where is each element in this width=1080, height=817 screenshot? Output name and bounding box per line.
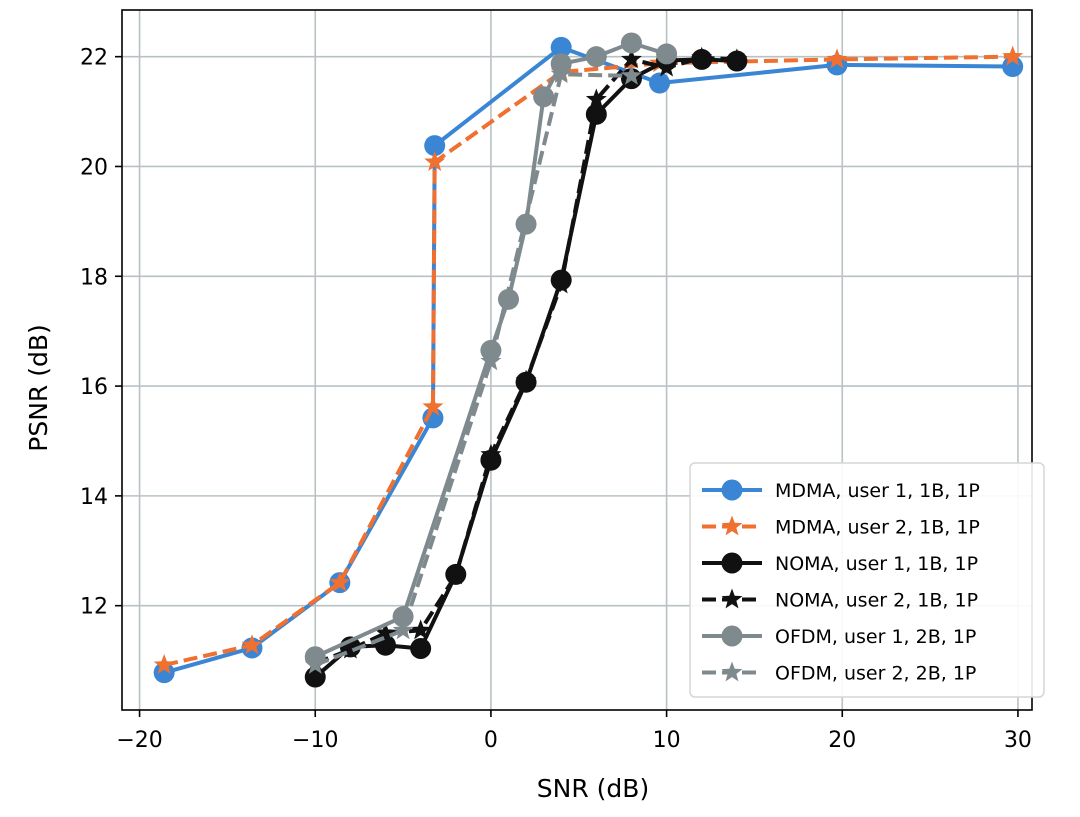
- data-point: [329, 571, 351, 592]
- x-tick-label: 0: [484, 728, 498, 753]
- data-point: [649, 72, 671, 94]
- legend-item: OFDM, user 1, 2B, 1P: [702, 625, 976, 648]
- data-point: [726, 48, 748, 69]
- legend-item: MDMA, user 1, 1B, 1P: [702, 479, 980, 502]
- data-point: [515, 213, 537, 235]
- data-point: [424, 135, 446, 157]
- y-tick-label: 22: [80, 46, 108, 71]
- series-4: [304, 46, 748, 673]
- axis-ticks: −20 −10 0 10 20 30 12 14 16 18 20 22: [80, 46, 1032, 753]
- data-point: [585, 103, 607, 125]
- series-line: [314, 72, 632, 667]
- series-line: [313, 57, 737, 679]
- series-5: [304, 32, 678, 668]
- y-tick-label: 16: [80, 375, 108, 400]
- data-point: [304, 653, 326, 674]
- data-point: [497, 288, 519, 310]
- data-point: [656, 56, 678, 77]
- data-point: [410, 638, 432, 660]
- legend-item: OFDM, user 2, 2B, 1P: [702, 661, 976, 685]
- legend: MDMA, user 1, 1B, 1P MDMA, user 2, 1B, 1P…: [689, 462, 1045, 698]
- x-tick-label: 30: [1004, 728, 1032, 753]
- legend-marker: [721, 479, 743, 501]
- y-tick-label: 20: [80, 155, 108, 180]
- x-tick-label: −20: [116, 728, 162, 753]
- data-point: [241, 634, 263, 655]
- x-tick-label: 10: [653, 728, 681, 753]
- y-axis-label: PSNR (dB): [24, 324, 53, 452]
- data-point: [445, 564, 467, 585]
- legend-marker: [721, 625, 743, 647]
- data-point: [550, 36, 572, 58]
- data-point: [304, 666, 326, 688]
- legend-marker: [721, 661, 743, 682]
- legend-label: OFDM, user 2, 2B, 1P: [775, 663, 976, 685]
- data-point: [410, 619, 432, 640]
- series-6: [304, 63, 642, 674]
- data-point: [153, 662, 175, 684]
- legend-marker: [721, 588, 743, 609]
- data-point: [1002, 45, 1024, 66]
- data-point: [533, 86, 555, 108]
- legend-item: NOMA, user 2, 1B, 1P: [702, 588, 978, 612]
- data-point: [550, 273, 572, 294]
- data-point: [422, 395, 444, 416]
- data-point: [392, 619, 414, 640]
- legend-label: OFDM, user 1, 2B, 1P: [775, 626, 976, 648]
- data-point: [585, 88, 607, 109]
- data-point: [480, 443, 502, 464]
- data-point: [826, 48, 848, 69]
- legend-label: MDMA, user 2, 1B, 1P: [775, 517, 980, 539]
- data-point: [339, 638, 361, 659]
- data-point: [375, 622, 396, 643]
- grid: [122, 10, 1032, 710]
- data-point: [691, 46, 713, 67]
- legend-label: NOMA, user 2, 1B, 1P: [775, 590, 978, 612]
- series-3: [304, 48, 748, 688]
- data-point: [392, 606, 414, 628]
- data-point: [550, 63, 572, 84]
- legend-item: MDMA, user 2, 1B, 1P: [702, 515, 980, 539]
- y-tick-label: 18: [80, 265, 108, 290]
- legend-label: MDMA, user 1, 1B, 1P: [775, 480, 980, 502]
- data-point: [424, 151, 446, 171]
- data-point: [480, 350, 502, 371]
- y-tick-label: 12: [80, 595, 108, 620]
- x-tick-label: 20: [828, 728, 856, 753]
- series-layer: [153, 32, 1024, 688]
- y-tick-label: 14: [80, 485, 108, 510]
- series-line: [314, 40, 668, 659]
- legend-box: [689, 462, 1045, 698]
- legend-marker: [721, 515, 743, 536]
- data-point: [621, 48, 642, 69]
- data-point: [621, 64, 642, 85]
- plot-frame: [121, 9, 1033, 711]
- data-point: [656, 43, 678, 65]
- data-point: [585, 46, 607, 68]
- legend-label: NOMA, user 1, 1B, 1P: [775, 553, 978, 575]
- x-axis-label: SNR (dB): [537, 774, 649, 803]
- series-line: [314, 55, 737, 666]
- legend-marker: [721, 552, 743, 574]
- data-point: [515, 369, 537, 390]
- legend-item: NOMA, user 1, 1B, 1P: [702, 552, 978, 575]
- x-tick-label: −10: [292, 728, 338, 753]
- data-point: [153, 653, 175, 674]
- data-point: [620, 32, 642, 54]
